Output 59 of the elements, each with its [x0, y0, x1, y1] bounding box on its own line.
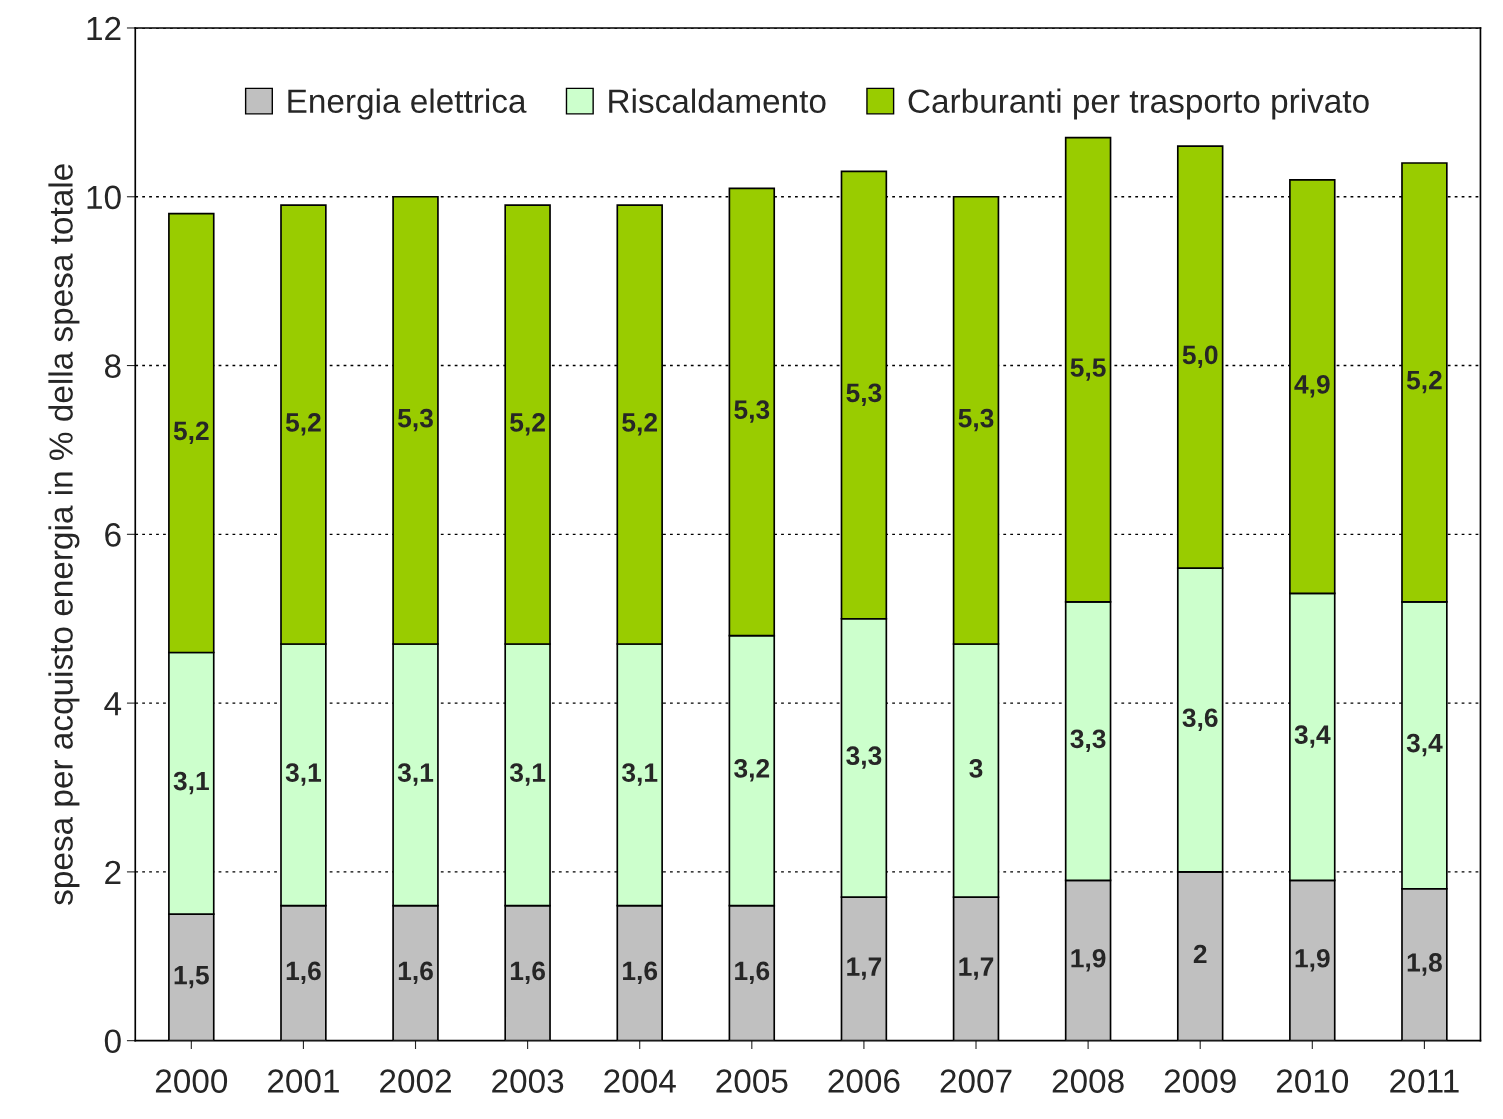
data-label: 5,2	[1406, 370, 1442, 394]
x-tick-label: 2007	[940, 1069, 1012, 1093]
x-tick-label: 2005	[716, 1069, 788, 1093]
data-label: 3,2	[734, 759, 770, 782]
x-tick-label: 2001	[268, 1069, 339, 1093]
x-tick-label: 2008	[1052, 1069, 1124, 1093]
legend-label: Riscaldamento	[609, 88, 826, 114]
x-tick-label: 2011	[1390, 1069, 1459, 1093]
data-label: 1,7	[847, 957, 882, 980]
data-label: 5,3	[958, 408, 994, 432]
data-label: 3,1	[397, 763, 434, 786]
data-label: 5,2	[173, 421, 209, 444]
data-label: 4,9	[1294, 375, 1330, 398]
data-label: 3	[969, 759, 983, 778]
data-label: 1,6	[510, 961, 546, 985]
data-label: 5,3	[846, 383, 882, 406]
data-label: 3,3	[1070, 729, 1106, 752]
data-label: 5,3	[397, 408, 433, 432]
data-label: 5,3	[734, 400, 770, 423]
y-tick-label: 2	[105, 860, 121, 884]
data-label: 3,4	[1406, 733, 1443, 757]
data-label: 3,4	[1294, 725, 1331, 748]
y-tick-label: 6	[105, 523, 121, 547]
y-axis-title: spesa per acquisto energia in % della spesa totale	[48, 164, 80, 905]
data-label: 1,7	[959, 957, 994, 980]
legend-label: Carburanti per trasporto privato	[908, 88, 1369, 120]
data-label: 1,9	[1295, 948, 1330, 972]
data-label: 5,0	[1182, 345, 1218, 369]
y-tick-label: 0	[104, 1029, 121, 1054]
y-tick-label: 12	[87, 16, 121, 41]
legend-label: Energia elettrica	[288, 88, 527, 120]
x-tick-label: 2010	[1276, 1069, 1349, 1093]
data-label: 3,1	[285, 763, 322, 786]
data-label: 5,5	[1070, 358, 1106, 381]
y-tick-label: 10	[87, 185, 121, 210]
y-tick-label: 4	[104, 692, 122, 716]
data-label: 1,9	[1071, 948, 1106, 972]
x-tick-label: 2009	[1164, 1069, 1236, 1093]
data-label: 1,6	[735, 961, 770, 985]
x-tick-label: 2003	[492, 1069, 564, 1093]
x-tick-label: 2000	[155, 1069, 228, 1093]
data-label: 3,3	[846, 746, 882, 769]
data-label: 1,6	[398, 961, 433, 985]
data-label: 5,2	[285, 413, 321, 436]
data-label: 5,2	[622, 413, 657, 436]
data-label: 1,6	[286, 961, 321, 985]
x-tick-label: 2006	[828, 1069, 900, 1093]
data-label: 1,5	[174, 966, 209, 989]
data-label: 5,2	[510, 413, 545, 436]
data-label: 3,1	[509, 763, 546, 786]
x-tick-label: 2002	[380, 1069, 451, 1093]
data-label: 1,8	[1407, 953, 1442, 976]
data-label: 2	[1193, 944, 1207, 964]
y-tick-label: 8	[104, 354, 121, 378]
data-label: 1,6	[623, 961, 658, 985]
data-label: 3,1	[173, 771, 209, 795]
x-tick-label: 2004	[604, 1069, 676, 1093]
data-label: 3,1	[621, 763, 658, 786]
data-label: 3,6	[1182, 708, 1218, 731]
